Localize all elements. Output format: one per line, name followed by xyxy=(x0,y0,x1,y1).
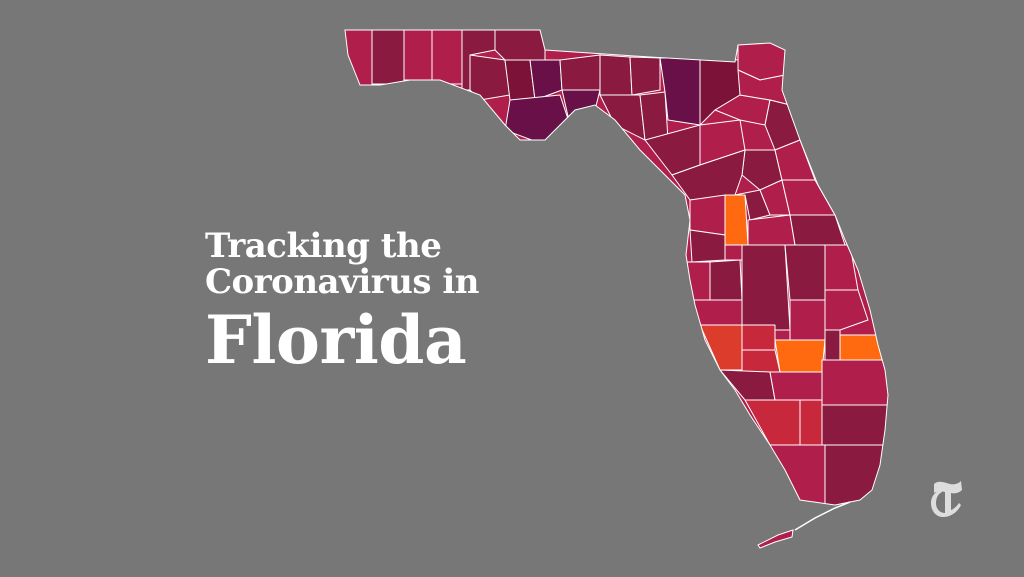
county-shape xyxy=(821,359,888,406)
county-shape xyxy=(689,229,726,263)
county-shape xyxy=(719,369,776,401)
county-shape xyxy=(599,54,633,96)
county-shape xyxy=(774,339,826,373)
county-shape xyxy=(734,189,771,221)
county-shape xyxy=(345,30,373,91)
county-shape xyxy=(403,30,433,81)
county-shape xyxy=(839,334,883,361)
county-shape xyxy=(741,324,776,351)
county-shape xyxy=(504,94,571,146)
county-shape xyxy=(799,399,823,446)
county-shape xyxy=(709,259,743,301)
county-shape xyxy=(781,179,836,216)
county-shape xyxy=(741,349,781,373)
state-border xyxy=(344,29,889,506)
county-shape xyxy=(689,194,726,236)
county-shape xyxy=(824,329,841,361)
county-shape xyxy=(561,89,601,126)
headline: Tracking the Coronavirus in Florida xyxy=(205,226,480,379)
florida-keys-chain xyxy=(794,501,851,531)
county-shape xyxy=(821,404,888,446)
county-shape xyxy=(629,56,661,96)
headline-line-2: Coronavirus in xyxy=(205,262,480,302)
county-shape xyxy=(685,261,711,301)
county-shape xyxy=(769,371,823,401)
county-shape xyxy=(824,289,869,331)
county-shape xyxy=(431,30,463,85)
county-shape xyxy=(469,54,511,101)
county-shape xyxy=(789,299,826,341)
county-shape xyxy=(371,30,405,85)
county-shape xyxy=(769,444,826,505)
county-shape xyxy=(747,214,796,246)
nyt-t-logo-icon xyxy=(931,481,962,517)
county-shape xyxy=(639,91,669,141)
county-shape xyxy=(559,54,601,91)
county-shape xyxy=(724,194,749,246)
headline-line-1: Tracking the xyxy=(205,226,442,266)
county-shape xyxy=(784,244,826,301)
florida-keys xyxy=(757,529,794,549)
headline-state-name: Florida xyxy=(205,301,467,379)
county-shape xyxy=(599,94,646,141)
county-shape xyxy=(744,399,801,446)
county-shape xyxy=(824,244,859,291)
county-shape xyxy=(699,324,743,371)
county-shape xyxy=(741,244,791,331)
